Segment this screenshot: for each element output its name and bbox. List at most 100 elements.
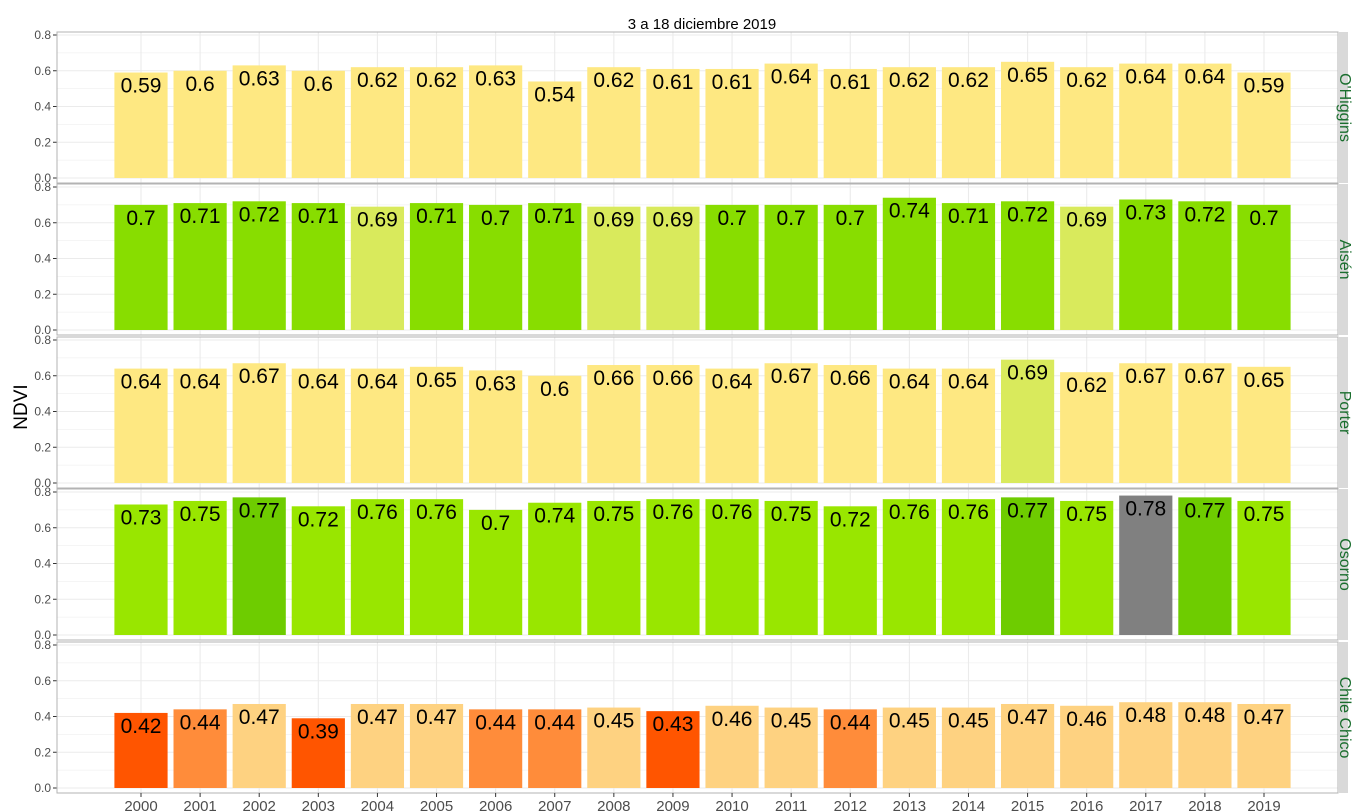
y-tick-label: 0.2	[34, 592, 51, 606]
bar-value-label: 0.59	[1244, 75, 1285, 98]
bar	[705, 204, 759, 330]
bar	[646, 206, 700, 330]
bar-value-label: 0.66	[830, 367, 871, 390]
bar-value-label: 0.45	[771, 710, 812, 733]
x-tick-label: 2006	[479, 798, 512, 812]
bar	[941, 203, 996, 330]
bar-value-label: 0.62	[416, 69, 457, 92]
bar	[1000, 359, 1055, 483]
bar-value-label: 0.44	[180, 711, 221, 734]
facet-strip-label: Aisén	[1336, 239, 1353, 279]
bar	[1060, 705, 1114, 788]
x-tick-label: 2000	[124, 798, 157, 812]
bar-value-label: 0.39	[298, 720, 339, 743]
bar-value-label: 0.64	[1184, 66, 1225, 89]
bar	[941, 499, 996, 635]
bar	[350, 703, 405, 788]
y-tick-label: 0.4	[34, 252, 51, 266]
bar-value-label: 0.47	[239, 706, 280, 729]
bar	[291, 70, 345, 178]
bar	[291, 368, 345, 483]
bar-value-label: 0.69	[653, 209, 694, 232]
bar-value-label: 0.64	[712, 371, 753, 394]
bar-value-label: 0.42	[121, 715, 162, 738]
bar-value-label: 0.72	[298, 508, 339, 531]
bar	[1000, 497, 1055, 635]
bar-value-label: 0.6	[540, 378, 569, 401]
bar	[1178, 497, 1232, 635]
bar-value-label: 0.73	[121, 507, 162, 530]
bar	[173, 368, 227, 483]
bar	[1119, 63, 1173, 178]
bar	[1237, 500, 1291, 635]
bar	[1119, 495, 1173, 635]
bar-value-label: 0.69	[1007, 362, 1048, 385]
x-tick-label: 2013	[893, 798, 926, 812]
bar-value-label: 0.71	[948, 205, 989, 228]
y-tick-label: 0.0	[34, 781, 51, 795]
bar	[823, 204, 877, 330]
y-tick-label: 0.4	[34, 557, 51, 571]
y-tick-label: 0.6	[34, 521, 51, 535]
bar	[941, 707, 996, 788]
facet-strip-label: Chile Chico	[1336, 677, 1353, 759]
bar	[705, 68, 759, 178]
y-tick-label: 0.8	[34, 180, 51, 194]
bar	[646, 68, 700, 178]
bar-value-label: 0.67	[1184, 365, 1225, 388]
bar-value-label: 0.47	[1007, 706, 1048, 729]
bar	[350, 67, 405, 178]
x-tick-label: 2019	[1247, 798, 1280, 812]
facet-strip	[1338, 642, 1348, 793]
bar-value-label: 0.72	[830, 508, 871, 531]
bar-value-label: 0.69	[1066, 209, 1107, 232]
facet-strip-label: Porter	[1336, 391, 1353, 435]
y-tick-label: 0.0	[34, 323, 51, 337]
facet-strip	[1338, 32, 1348, 183]
bar	[1119, 363, 1173, 483]
bar	[764, 500, 818, 635]
bar-value-label: 0.59	[121, 75, 162, 98]
bar-value-label: 0.72	[239, 203, 280, 226]
bar	[291, 506, 345, 635]
bar-value-label: 0.61	[653, 71, 694, 94]
bar	[232, 497, 286, 635]
bar-value-label: 0.62	[593, 69, 634, 92]
y-axis-label: NDVI	[11, 384, 32, 429]
bar-value-label: 0.74	[534, 505, 575, 528]
bar-value-label: 0.7	[1249, 207, 1278, 230]
bar-value-label: 0.44	[534, 711, 575, 734]
y-tick-label: 0.4	[34, 100, 51, 114]
bar-value-label: 0.62	[948, 69, 989, 92]
bar	[587, 500, 641, 635]
bar-value-label: 0.65	[416, 369, 457, 392]
bar	[114, 204, 168, 330]
bar	[1060, 500, 1114, 635]
bar-value-label: 0.73	[1125, 202, 1166, 225]
bar-value-label: 0.44	[830, 711, 871, 734]
bar-value-label: 0.77	[1007, 499, 1048, 522]
bar-value-label: 0.64	[180, 371, 221, 394]
bar	[646, 711, 700, 788]
bar	[764, 204, 818, 330]
facet-panel: 0.59 0.6 0.63 0.6 0.62 0.62 0.63 0.54 0.62 0.61 0.…	[34, 28, 1353, 185]
bar	[823, 68, 877, 178]
bar	[823, 709, 877, 788]
bar	[1119, 199, 1173, 330]
bar	[173, 203, 227, 330]
y-tick-label: 0.4	[34, 710, 51, 724]
bar	[469, 509, 523, 635]
bar-value-label: 0.46	[712, 708, 753, 731]
y-tick-label: 0.6	[34, 216, 51, 230]
bar	[1237, 204, 1291, 330]
facet-strip	[1338, 337, 1348, 488]
bar	[114, 712, 168, 788]
bar	[469, 204, 523, 330]
bar-value-label: 0.64	[298, 371, 339, 394]
bar	[409, 366, 464, 483]
bar	[587, 365, 641, 483]
bar-value-label: 0.62	[357, 69, 398, 92]
bar-value-label: 0.63	[475, 67, 516, 90]
bar-value-label: 0.45	[593, 710, 634, 733]
bar-value-label: 0.54	[534, 83, 575, 106]
